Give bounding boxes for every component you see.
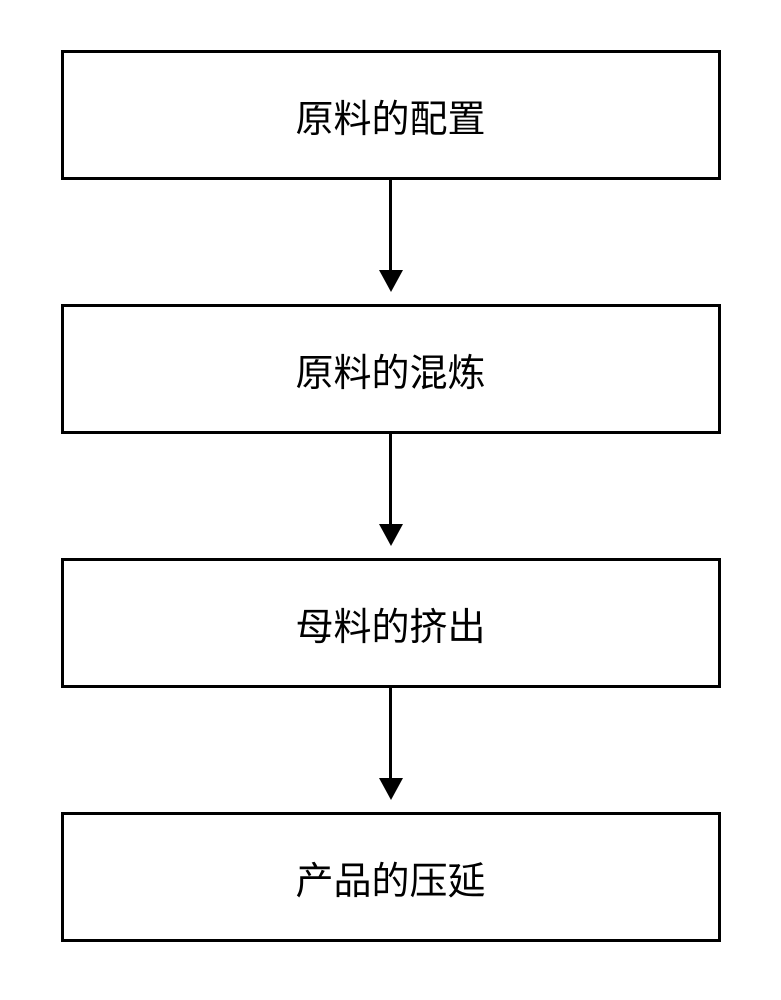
arrow-head-icon [379,270,403,292]
flowchart-step-label: 原料的混炼 [295,342,485,397]
flowchart-container: 原料的配置原料的混炼母料的挤出产品的压延 [0,50,781,942]
flowchart-step-label: 原料的配置 [295,88,485,143]
flowchart-step-box: 原料的混炼 [61,304,721,434]
flowchart-step-label: 产品的压延 [295,850,485,905]
flowchart-arrow [379,688,403,800]
arrow-head-icon [379,524,403,546]
arrow-line [389,180,392,270]
flowchart-step-box: 产品的压延 [61,812,721,942]
arrow-line [389,688,392,778]
flowchart-step-label: 母料的挤出 [295,596,485,651]
flowchart-arrow [379,434,403,546]
flowchart-arrow [379,180,403,292]
flowchart-step-box: 母料的挤出 [61,558,721,688]
arrow-line [389,434,392,524]
arrow-head-icon [379,778,403,800]
flowchart-step-box: 原料的配置 [61,50,721,180]
